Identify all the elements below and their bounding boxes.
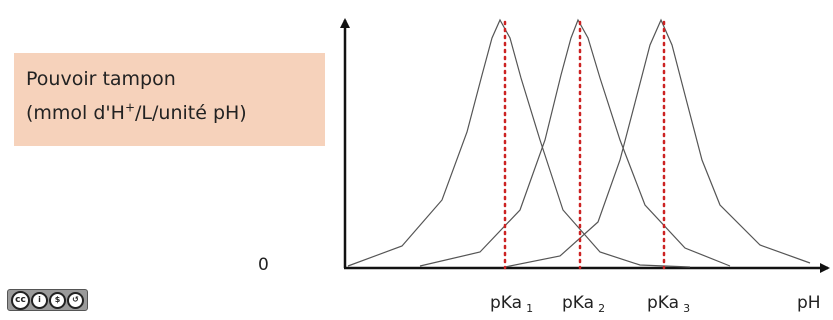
y-axis-label-line1: Pouvoir tampon — [26, 68, 176, 90]
sa-icon: ↺ — [67, 291, 84, 309]
y-axis-label-line2: (mmol d'H+/L/unité pH) — [26, 100, 247, 124]
by-icon: i — [31, 291, 48, 309]
cc-license-badge: cc i $ ↺ — [7, 289, 88, 311]
buffer-curve-2 — [419, 18, 731, 267]
y-axis-label: Pouvoir tampon (mmol d'H+/L/unité pH) — [14, 53, 325, 146]
x-axis-label-ph: pH — [797, 293, 821, 313]
origin-zero-label: 0 — [258, 255, 269, 275]
cc-icon: cc — [11, 290, 30, 310]
buffer-curve-3 — [504, 18, 811, 268]
pka-2-label: pKa 2 — [562, 293, 605, 315]
buffer-curve-1 — [347, 18, 691, 268]
pka-3-label: pKa 3 — [647, 293, 690, 315]
pka-1-label: pKa 1 — [490, 293, 533, 315]
nc-icon: $ — [49, 291, 66, 309]
